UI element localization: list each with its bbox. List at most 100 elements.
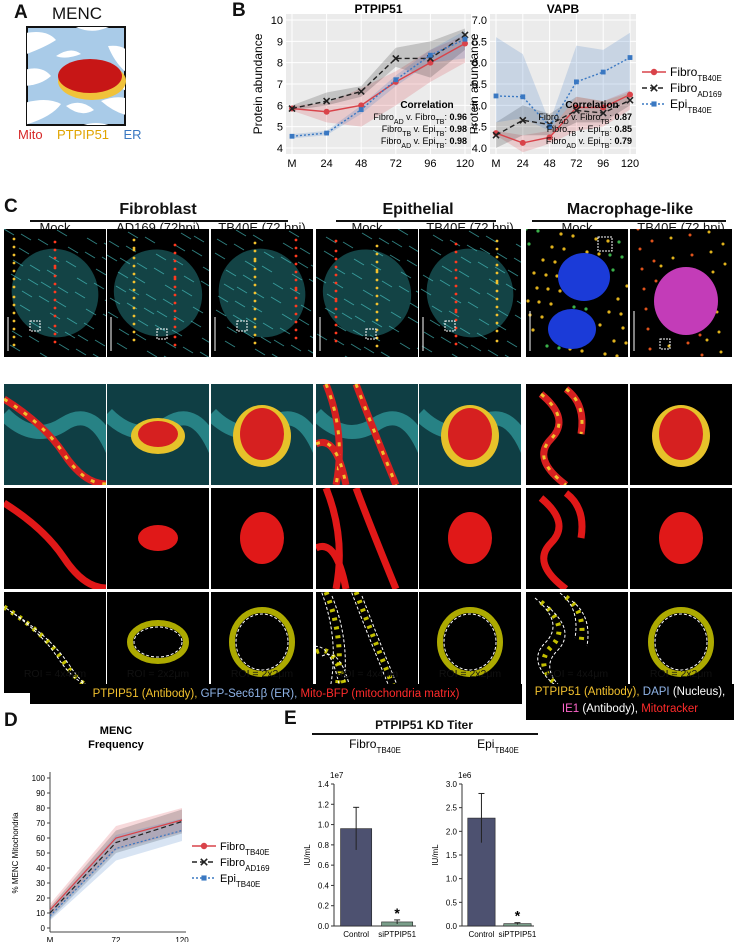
er-gap-shape [108, 45, 125, 72]
legend-mitotracker: Mitotracker [641, 703, 699, 715]
data-point [572, 106, 580, 115]
x-tick-label: 96 [597, 158, 609, 170]
panel-d-letter: D [4, 710, 18, 731]
data-point [323, 97, 331, 105]
series-line [291, 38, 466, 137]
roi-label: ROI = 4x4μm [335, 668, 399, 680]
significance-star: * [515, 908, 521, 924]
menc-frequency-chart: MENC Frequency 0 10 20 30 40 50 60 70 80 90 100 M 72 12… [11, 725, 189, 942]
roi-label: ROI = 2x2μm [649, 668, 713, 680]
er-gap-shape [27, 32, 56, 54]
er-gap-shape [27, 100, 61, 125]
significance-star: * [394, 905, 400, 921]
data-point [393, 77, 399, 83]
confidence-band [292, 28, 465, 111]
micrograph-tile [419, 384, 521, 485]
x-tick-label: 48 [355, 158, 367, 170]
group-epithelial: Epithelial [382, 201, 454, 218]
data-point [428, 52, 433, 58]
chart-title: Frequency [88, 739, 145, 751]
legend-antibody: (Antibody), [582, 703, 642, 715]
micrograph-tile [630, 229, 732, 357]
y-tick-label: 6.0 [472, 58, 487, 70]
y-tick-label: 6.5 [472, 36, 487, 48]
panel-e-letter: E [284, 708, 297, 729]
data-point [492, 131, 500, 139]
panel-a-letter: A [14, 2, 28, 23]
micrograph-tile [526, 229, 628, 357]
y-tick-label: 80 [36, 804, 45, 813]
data-point [200, 842, 208, 850]
y-axis-label: Protein abundance [251, 33, 265, 134]
y-tick-label: 1.2 [318, 800, 330, 809]
legend-dapi: DAPI [642, 686, 673, 698]
x-tick-label: 72 [570, 158, 582, 170]
data-point [600, 104, 607, 111]
er-gap-shape [101, 97, 125, 115]
data-point [493, 93, 499, 99]
y-tick-label: 0.0 [446, 922, 458, 931]
epi-titer-chart: EpiTB40E 1e6 0.0 0.5 1.0 1.5 2.0 2.5 3.0 IU/mL Con… [431, 737, 537, 939]
group-underline [30, 220, 288, 222]
label-ptpip51: PTPIP51 [57, 127, 110, 142]
x-tick-label: 120 [621, 158, 639, 170]
legend-label: FibroAD169 [670, 81, 722, 99]
micrograph-tile [526, 384, 628, 485]
y-tick-label: 40 [36, 864, 45, 873]
micrograph-tile [419, 592, 521, 693]
micrograph-tile [107, 384, 209, 485]
legend-ptpip51-macro: PTPIP51 (Antibody), [534, 686, 643, 698]
menc-schematic [26, 26, 126, 126]
y-axis-label: Protein abundance [470, 33, 481, 134]
label-er: ER [123, 127, 142, 142]
er-gap-shape [66, 102, 94, 114]
legend-label: EpiTB40E [220, 873, 260, 889]
x-tick-label: Control [469, 930, 495, 939]
x-tick-label: Control [343, 930, 369, 939]
data-point [651, 101, 657, 107]
group-fibroblast: Fibroblast [119, 201, 197, 218]
y-tick-label: 0.2 [318, 902, 330, 911]
y-tick-label: 5.5 [472, 79, 487, 91]
data-point [546, 134, 553, 141]
x-tick-label: siPTPIP51 [378, 930, 416, 939]
y-tick-label: 20 [36, 894, 45, 903]
data-point [626, 96, 634, 104]
data-point [323, 108, 330, 115]
y-tick-label: 7.0 [472, 15, 487, 27]
x-tick-label: 120 [175, 936, 189, 942]
label-mito: Mito [18, 127, 43, 142]
confidence-band [292, 30, 465, 139]
data-point [627, 55, 633, 60]
y-tick-label: 1.5 [446, 851, 458, 860]
correlation-row: FibroTB v. EpiTB: 0.85 [547, 124, 632, 138]
correlation-title: Correlation [400, 100, 453, 111]
series-line [49, 819, 183, 911]
x-tick-label: 72 [390, 158, 402, 170]
legend-label: FibroTB40E [220, 841, 270, 857]
micrograph-tile [211, 488, 313, 589]
y-tick-label: 0.8 [318, 841, 330, 850]
x-tick-label: 72 [112, 936, 121, 942]
chart-title: FibroTB40E [349, 737, 401, 755]
y-tick-label: 10 [36, 909, 45, 918]
data-point [650, 68, 658, 76]
series-line [495, 94, 631, 144]
y-tick-label: 8 [277, 58, 283, 70]
roi-label: ROI = 2x2μm [230, 668, 294, 680]
y-tick-label: 1.0 [446, 875, 458, 884]
micrograph-tile [211, 384, 313, 485]
x-tick-label: 48 [543, 158, 555, 170]
y-tick-label: 9 [277, 36, 283, 48]
data-point [289, 133, 295, 139]
y-tick-label: 0 [41, 924, 46, 933]
micrograph-tile [316, 384, 418, 485]
data-point [519, 116, 527, 124]
legend-label: EpiTB40E [670, 97, 712, 115]
y-tick-label: 70 [36, 819, 45, 828]
y-tick-label: 1.0 [318, 821, 330, 830]
micrograph-tile [4, 488, 106, 589]
confidence-band [496, 92, 630, 148]
y-tick-label: 5 [277, 122, 283, 134]
